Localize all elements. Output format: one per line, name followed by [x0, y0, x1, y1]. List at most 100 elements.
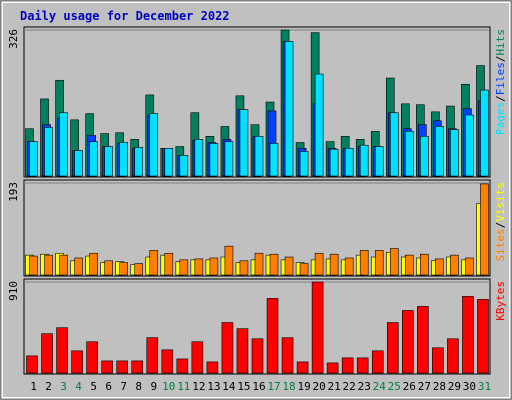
bar — [74, 257, 83, 276]
legend-entry: KBytes — [494, 281, 507, 321]
bar — [119, 262, 128, 276]
bar — [420, 136, 429, 177]
bar — [389, 248, 399, 276]
bar — [89, 141, 98, 177]
x-tick-label: 7 — [120, 380, 127, 393]
x-tick-label: 12 — [192, 380, 205, 393]
x-tick-label: 20 — [312, 380, 325, 393]
bar — [432, 347, 444, 374]
y-tick-label: 326 — [7, 29, 20, 49]
bar — [281, 337, 294, 374]
bar — [356, 357, 369, 374]
bar — [329, 148, 339, 177]
x-tick-label: 31 — [478, 380, 491, 393]
legend-separator: / — [494, 222, 507, 229]
x-tick-label: 16 — [252, 380, 265, 393]
bar — [311, 281, 324, 374]
bar — [284, 41, 294, 177]
bar — [477, 299, 489, 374]
bar — [254, 252, 264, 276]
bar — [374, 146, 384, 177]
x-tick-label: 5 — [90, 380, 97, 393]
bar — [86, 341, 98, 374]
x-tick-label: 1 — [30, 380, 37, 393]
bar — [176, 358, 189, 374]
bar — [344, 257, 354, 276]
x-tick-label: 17 — [267, 380, 280, 393]
x-tick-label: 13 — [207, 380, 220, 393]
bar — [269, 143, 279, 177]
legend-entry: Hits — [494, 29, 507, 56]
x-tick-label: 6 — [105, 380, 112, 393]
bar — [465, 257, 474, 276]
bar — [447, 338, 459, 374]
bar — [266, 298, 279, 374]
bar — [209, 257, 219, 276]
bar — [299, 263, 309, 276]
bar — [314, 252, 324, 276]
bar — [104, 260, 113, 276]
bar — [59, 254, 68, 276]
bar — [191, 341, 204, 374]
x-tick-label: 11 — [177, 380, 190, 393]
legend: Pages/Files/Hits — [494, 29, 507, 135]
bar — [239, 260, 249, 276]
y-tick-label: 193 — [7, 182, 20, 202]
bar — [119, 142, 128, 177]
bar — [146, 337, 159, 374]
bar — [101, 360, 113, 374]
bar — [161, 349, 174, 374]
y-tick-label: 910 — [7, 281, 20, 301]
x-tick-label: 18 — [282, 380, 295, 393]
legend-entry: Sites — [494, 228, 507, 261]
bar — [89, 252, 98, 276]
bar — [194, 139, 204, 177]
x-tick-label: 9 — [150, 380, 157, 393]
bar — [134, 147, 144, 177]
bar — [149, 250, 159, 276]
x-tick-label: 19 — [297, 380, 310, 393]
legend-entry: Pages — [494, 102, 507, 135]
bar — [134, 263, 144, 276]
bar — [236, 328, 249, 374]
bar — [450, 129, 459, 177]
x-tick-label: 22 — [343, 380, 356, 393]
bar — [29, 141, 38, 177]
legend-entry: Visits — [494, 182, 507, 222]
bar — [56, 327, 68, 374]
bar — [179, 155, 189, 177]
bar — [239, 109, 249, 177]
bar — [41, 333, 53, 374]
x-tick-label: 21 — [328, 380, 341, 393]
bar — [251, 338, 264, 374]
x-tick-label: 28 — [433, 380, 446, 393]
bar — [221, 322, 234, 374]
bar — [371, 350, 384, 374]
bar — [74, 150, 83, 177]
bar — [405, 131, 414, 177]
bar — [374, 250, 384, 276]
x-tick-label: 30 — [463, 380, 476, 393]
bar — [194, 258, 204, 276]
bar — [44, 127, 53, 177]
bar — [405, 254, 414, 276]
bar — [341, 357, 354, 374]
legend-separator: / — [494, 56, 507, 63]
bar — [326, 362, 339, 374]
bar — [284, 256, 294, 276]
x-tick-label: 8 — [135, 380, 142, 393]
x-tick-label: 2 — [45, 380, 52, 393]
x-tick-label: 10 — [162, 380, 175, 393]
bar — [402, 310, 414, 374]
bar — [59, 112, 68, 177]
legend: Sites/Visits — [494, 182, 507, 262]
bar — [314, 73, 324, 177]
x-tick-label: 29 — [448, 380, 461, 393]
bar — [29, 255, 38, 276]
bar — [116, 360, 128, 374]
bar — [164, 148, 174, 177]
bar — [206, 361, 219, 374]
x-tick-label: 26 — [403, 380, 416, 393]
bar — [329, 253, 339, 276]
